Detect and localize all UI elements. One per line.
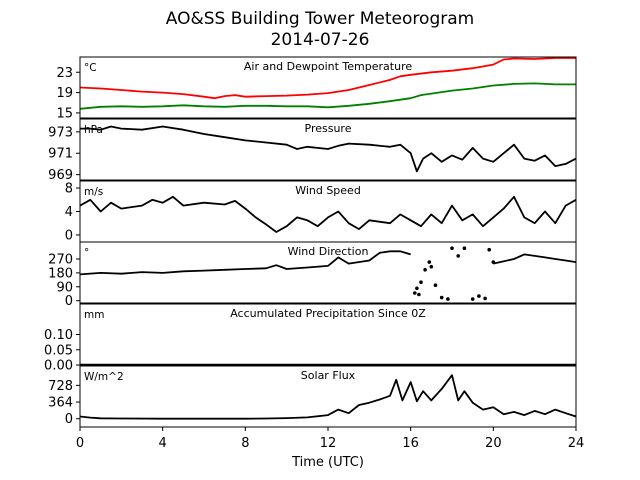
figure-title: AO&SS Building Tower Meteorogram <box>166 9 474 29</box>
y-tick-label-temperature-1: 19 <box>56 86 73 101</box>
data-point-wind_direction-1-16 <box>487 247 492 252</box>
panel-precipitation: 0.000.050.10 mm Accumulated Precipitation … <box>44 303 577 374</box>
figure-subtitle: 2014-07-26 <box>271 30 370 50</box>
y-tick-label-pressure-1: 971 <box>48 147 73 162</box>
x-tick-label-4: 16 <box>402 436 419 451</box>
panel-pressure-series <box>80 125 576 173</box>
data-point-wind_direction-1-12 <box>462 246 467 250</box>
panel-title-temperature: Air and Dewpoint Temperature <box>244 60 412 73</box>
panel-frame-temperature <box>79 56 577 119</box>
panel-wind_speed: 0 4 8 m/s Wind Speed <box>65 180 577 243</box>
panel-title-solar_flux: Solar Flux <box>301 369 356 382</box>
y-tick-label-precipitation-0: 0.00 <box>44 359 73 374</box>
panel-solar_flux-series <box>80 374 576 420</box>
panel-title-wind_direction: Wind Direction <box>288 245 369 258</box>
panel-temperature-series <box>80 57 576 110</box>
y-tick-label-wind_direction-3: 270 <box>48 252 73 267</box>
x-axis: 0 4 8 12 16 20 24 <box>76 427 584 451</box>
panel-pressure: 969 971 973 hPa Pressure <box>48 118 577 183</box>
y-tick-label-solar_flux-1: 364 <box>48 396 73 411</box>
y-tick-label-solar_flux-2: 728 <box>48 379 73 394</box>
series-line-pressure-0 <box>80 125 576 173</box>
panel-unit-wind_speed: m/s <box>84 186 103 198</box>
data-point-wind_direction-1-1 <box>415 286 419 291</box>
data-point-wind_direction-1-14 <box>477 294 481 298</box>
panel-title-precipitation: Accumulated Precipitation Since 0Z <box>230 307 426 320</box>
data-point-wind_direction-1-9 <box>446 297 450 301</box>
series-line-wind_direction-2 <box>493 253 576 265</box>
panel-wind_speed-series <box>80 195 576 233</box>
y-tick-label-temperature-0: 15 <box>56 106 73 121</box>
data-point-wind_direction-1-5 <box>427 260 432 264</box>
data-point-wind_direction-1-11 <box>456 254 461 258</box>
y-tick-label-wind_speed-0: 0 <box>65 228 73 243</box>
x-tick-label-1: 4 <box>159 436 167 451</box>
panel-unit-solar_flux: W/m^2 <box>84 371 124 383</box>
data-point-wind_direction-1-0 <box>413 291 417 295</box>
data-point-wind_direction-1-3 <box>419 280 423 285</box>
panel-unit-precipitation: mm <box>84 309 104 321</box>
y-tick-label-pressure-2: 973 <box>48 125 73 140</box>
y-tick-label-wind_direction-1: 90 <box>56 280 73 295</box>
x-tick-label-2: 8 <box>241 436 249 451</box>
y-tick-label-precipitation-2: 0.10 <box>44 328 73 343</box>
series-line-solar_flux-0 <box>80 374 576 420</box>
x-tick-label-3: 12 <box>320 436 337 451</box>
data-point-wind_direction-1-15 <box>483 296 487 301</box>
y-tick-label-wind_speed-2: 8 <box>65 182 73 197</box>
data-point-wind_direction-1-4 <box>423 268 427 272</box>
panel-temperature: 15 19 23 °C Air and Dewpoint Temperature <box>56 56 577 121</box>
data-point-wind_direction-1-7 <box>433 283 438 288</box>
series-line-wind_direction-0 <box>80 250 411 276</box>
data-point-wind_direction-1-6 <box>429 264 434 269</box>
y-tick-label-temperature-2: 23 <box>56 66 73 81</box>
panel-unit-pressure: hPa <box>84 124 103 136</box>
x-axis-label: Time (UTC) <box>291 455 364 470</box>
panel-title-wind_speed: Wind Speed <box>295 184 361 197</box>
y-tick-label-wind_direction-2: 180 <box>48 266 73 281</box>
y-tick-label-pressure-0: 969 <box>48 168 73 183</box>
y-tick-label-precipitation-1: 0.05 <box>44 343 73 358</box>
x-tick-label-6: 24 <box>568 436 585 451</box>
data-point-wind_direction-1-13 <box>470 297 475 301</box>
series-line-temperature-0 <box>80 57 576 100</box>
data-point-wind_direction-1-10 <box>450 246 454 250</box>
series-line-wind_speed-0 <box>80 195 576 233</box>
y-tick-label-wind_speed-1: 4 <box>65 205 73 220</box>
panel-unit-wind_direction: ° <box>84 247 89 259</box>
x-tick-label-0: 0 <box>76 436 84 451</box>
y-tick-label-wind_direction-0: 0 <box>65 294 73 309</box>
panel-title-pressure: Pressure <box>305 122 352 135</box>
panel-unit-temperature: °C <box>84 62 97 74</box>
panel-wind_direction-series <box>80 246 576 301</box>
panel-frame-pressure <box>79 118 577 181</box>
data-point-wind_direction-1-2 <box>417 292 421 297</box>
x-tick-label-5: 20 <box>485 436 502 451</box>
y-tick-label-solar_flux-0: 0 <box>65 412 73 427</box>
data-point-wind_direction-1-8 <box>439 295 444 300</box>
series-line-temperature-1 <box>80 82 576 110</box>
